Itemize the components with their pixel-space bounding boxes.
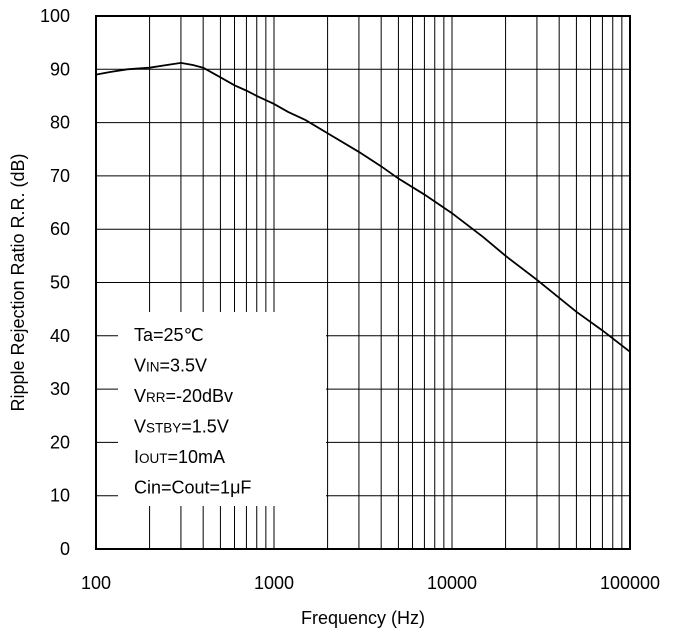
x-tick-label: 10000 <box>427 573 477 593</box>
condition-text: =3.5V <box>160 356 208 376</box>
y-tick-label: 20 <box>50 432 70 452</box>
series-line <box>95 61 631 353</box>
condition-text: =1.5V <box>181 417 229 437</box>
conditions-box <box>118 312 326 506</box>
x-tick-label: 100 <box>81 573 111 593</box>
condition-text: =10mA <box>168 447 226 467</box>
condition-line: IOUT=10mA <box>134 447 225 467</box>
condition-text: STBY <box>146 421 181 436</box>
condition-line: VRR=-20dBv <box>134 386 233 406</box>
condition-text: RR <box>146 390 166 405</box>
y-tick-label: 40 <box>50 326 70 346</box>
y-tick-label: 30 <box>50 379 70 399</box>
y-tick-label: 80 <box>50 113 70 133</box>
grid <box>96 16 630 549</box>
y-tick-label: 10 <box>50 486 70 506</box>
condition-text: V <box>134 356 146 376</box>
y-tick-label: 60 <box>50 219 70 239</box>
condition-line: VIN=3.5V <box>134 356 207 376</box>
x-axis-title: Frequency (Hz) <box>301 608 425 628</box>
x-tick-label: 100000 <box>600 573 660 593</box>
condition-text: V <box>134 417 146 437</box>
x-tick-labels: 100 1000 10000 100000 <box>81 573 660 593</box>
condition-line: VSTBY=1.5V <box>134 417 229 437</box>
x-tick-label: 1000 <box>254 573 294 593</box>
conditions-text: Ta=25℃VIN=3.5VVRR=-20dBvVSTBY=1.5VIOUT=1… <box>134 325 251 498</box>
condition-line: Cin=Cout=1μF <box>134 478 251 498</box>
y-tick-label: 50 <box>50 273 70 293</box>
condition-text: OUT <box>139 451 168 466</box>
plot-frame <box>95 15 631 550</box>
y-tick-label: 0 <box>60 539 70 559</box>
condition-text: Cin=Cout=1μF <box>134 478 251 498</box>
y-tick-label: 70 <box>50 166 70 186</box>
y-tick-label: 90 <box>50 59 70 79</box>
y-axis-title: Ripple Rejection Ratio R.R. (dB) <box>8 153 28 411</box>
y-tick-labels: 0 10 20 30 40 50 60 70 80 90 100 <box>40 6 70 559</box>
condition-text: I <box>134 447 139 467</box>
y-tick-label: 100 <box>40 6 70 26</box>
condition-line: Ta=25℃ <box>134 325 204 345</box>
condition-text: V <box>134 386 146 406</box>
condition-text: =-20dBv <box>166 386 234 406</box>
condition-text: Ta=25℃ <box>134 325 204 345</box>
condition-text: IN <box>146 360 160 375</box>
